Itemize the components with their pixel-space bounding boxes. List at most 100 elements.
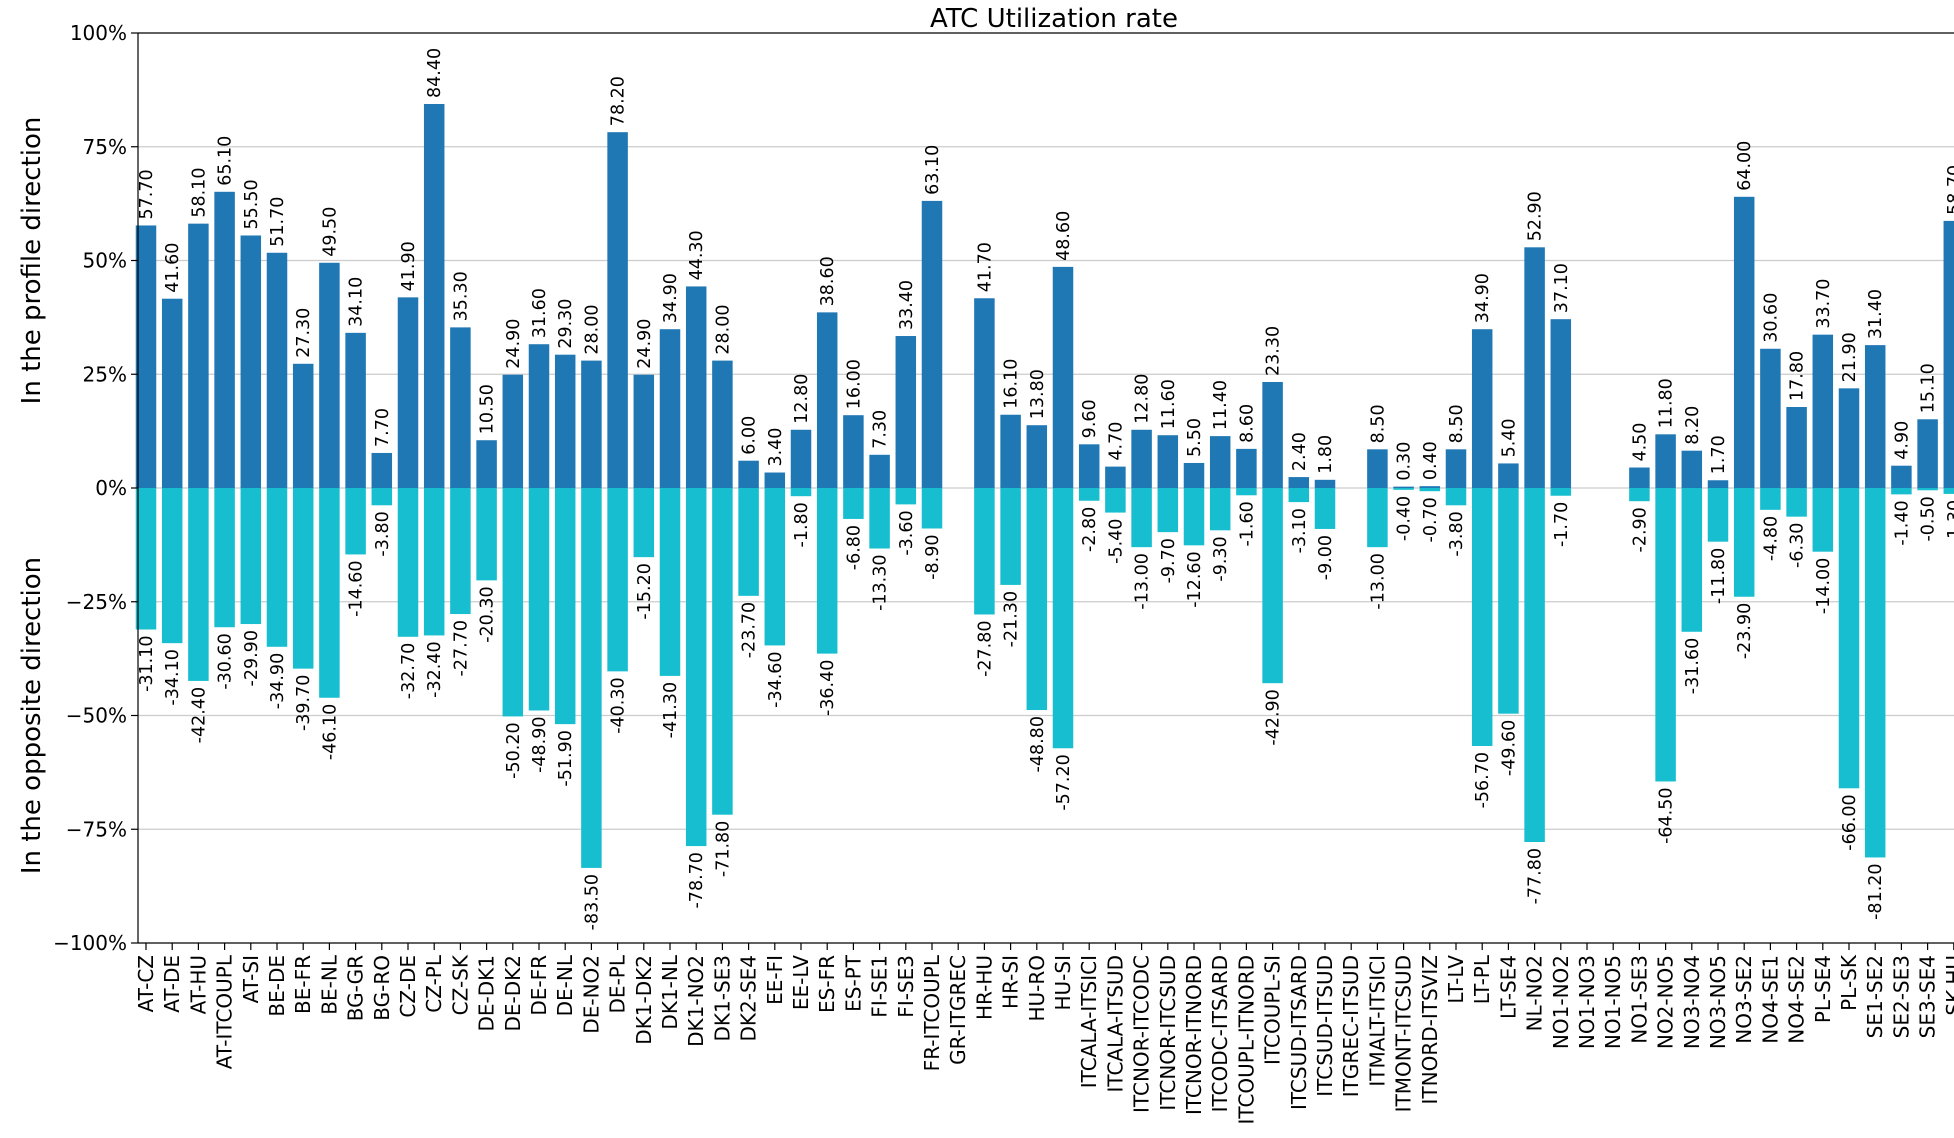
- profile-bar: [685, 286, 707, 488]
- profile-bar: [1078, 444, 1100, 488]
- opposite-bar: [1655, 488, 1676, 782]
- profile-bar: [554, 354, 576, 488]
- profile-bar: [1655, 434, 1676, 488]
- x-tick-label: ITCSUD-ITSUD: [1313, 955, 1337, 1097]
- profile-bar: [816, 312, 838, 488]
- opposite-value-label: -21.30: [1002, 591, 1022, 647]
- opposite-bar: [1681, 488, 1703, 632]
- x-tick-label: DE-NO2: [579, 955, 603, 1034]
- opposite-bar: [1209, 488, 1231, 531]
- opposite-bar: [1288, 488, 1310, 503]
- profile-bar: [319, 262, 340, 488]
- profile-bar: [1524, 247, 1545, 488]
- x-tick-label: DK2-SE4: [737, 955, 761, 1042]
- opposite-value-label: -32.70: [399, 643, 419, 699]
- profile-bar: [528, 344, 550, 488]
- profile-value-label: 41.60: [163, 243, 183, 293]
- opposite-bar: [659, 488, 681, 676]
- profile-value-label: 24.90: [635, 319, 655, 369]
- profile-bar: [1471, 329, 1493, 488]
- profile-bar: [161, 298, 183, 488]
- data-labels: 57.70 -31.10 41.60 -34.10 58.10 -42.40 65.10 -3…: [137, 48, 1954, 930]
- x-ticks: AT-CZ AT-DE AT-HU AT-ITCOUPL AT-SI BE-DE BE-FR…: [134, 943, 1954, 1124]
- x-tick-label: SK-HU: [1942, 955, 1954, 1016]
- opposite-bar: [214, 488, 235, 628]
- opposite-value-label: -66.00: [1840, 794, 1860, 850]
- opposite-bar: [1812, 488, 1834, 552]
- opposite-value-label: -0.40: [1395, 496, 1415, 541]
- opposite-value-label: -1.40: [1892, 500, 1912, 545]
- opposite-value-label: -29.90: [242, 630, 262, 686]
- x-tick-label: HR-HU: [972, 955, 996, 1020]
- x-tick-label: NO3-NO5: [1706, 955, 1730, 1049]
- x-tick-label: NO1-NO2: [1549, 955, 1573, 1049]
- opposite-bar: [1471, 488, 1493, 746]
- profile-value-label: 33.40: [897, 280, 917, 330]
- opposite-bar: [1550, 488, 1572, 496]
- opposite-bar: [528, 488, 550, 711]
- y-axis-label-opposite: In the opposite direction: [17, 557, 47, 874]
- opposite-value-label: -6.80: [844, 525, 864, 570]
- profile-bar: [1733, 196, 1755, 489]
- opposite-value-label: -14.60: [347, 560, 367, 616]
- opposite-bar: [581, 488, 602, 868]
- profile-bar: [214, 191, 235, 489]
- opposite-bar: [712, 488, 733, 815]
- opposite-value-label: -1.30: [1945, 500, 1954, 545]
- profile-bar: [659, 329, 681, 488]
- profile-value-label: 15.10: [1919, 363, 1939, 413]
- x-tick-label: BE-FR: [291, 955, 315, 1014]
- x-tick-label: ITCOUPL-ITNORD: [1234, 955, 1258, 1124]
- opposite-value-label: -56.70: [1473, 752, 1493, 808]
- profile-bar: [371, 452, 393, 488]
- x-tick-label: SE2-SE3: [1889, 955, 1913, 1038]
- profile-value-label: 49.50: [320, 207, 340, 257]
- x-tick-label: NO4-SE2: [1785, 955, 1809, 1044]
- opposite-value-label: -9.00: [1316, 535, 1336, 580]
- opposite-bar: [161, 488, 183, 644]
- profile-value-label: 58.10: [189, 168, 209, 218]
- x-tick-label: SE3-SE4: [1916, 955, 1940, 1038]
- opposite-value-label: -9.70: [1159, 538, 1179, 583]
- opposite-bar: [1419, 488, 1441, 492]
- x-tick-label: ITCNOR-ITNORD: [1182, 955, 1206, 1115]
- profile-bar: [1786, 407, 1807, 488]
- profile-bar: [1262, 381, 1283, 488]
- x-tick-label: LT-LV: [1444, 955, 1468, 1004]
- profile-value-label: 34.10: [347, 277, 367, 327]
- y-axis-label-profile: In the profile direction: [17, 117, 47, 405]
- x-tick-label: DK1-DK2: [632, 955, 656, 1045]
- x-tick-label: PL-SE4: [1811, 955, 1835, 1023]
- y-tick-label: 0%: [95, 476, 127, 500]
- opposite-bar: [1524, 488, 1545, 842]
- x-tick-label: FR-ITCOUPL: [920, 954, 944, 1071]
- y-tick-label: −100%: [53, 931, 127, 955]
- opposite-bar: [1236, 488, 1257, 496]
- opposite-value-label: -41.30: [661, 682, 681, 738]
- opposite-value-label: -12.60: [1185, 551, 1205, 607]
- profile-bar: [1838, 388, 1860, 488]
- opposite-value-label: -20.30: [478, 586, 498, 642]
- opposite-bar: [319, 488, 340, 698]
- x-tick-label: CZ-PL: [422, 954, 446, 1013]
- opposite-value-label: -42.90: [1264, 689, 1284, 745]
- opposite-bar: [1917, 488, 1938, 491]
- profile-value-label: 13.80: [1028, 369, 1048, 419]
- profile-value-label: 4.70: [1106, 422, 1126, 461]
- x-tick-label: HU-RO: [1025, 955, 1049, 1022]
- profile-value-label: 6.00: [740, 416, 760, 455]
- profile-value-label: 4.50: [1630, 423, 1650, 462]
- opposite-value-label: -13.00: [1133, 553, 1153, 609]
- x-tick-label: BG-GR: [344, 955, 368, 1021]
- profile-value-label: 12.80: [792, 374, 812, 424]
- profile-bar: [1550, 319, 1572, 488]
- profile-bar: [1026, 425, 1048, 488]
- opposite-bar: [1864, 488, 1886, 858]
- x-tick-label: BE-NL: [317, 954, 341, 1015]
- x-tick-label: DE-PL: [606, 954, 630, 1013]
- profile-value-label: 1.80: [1316, 435, 1336, 474]
- profile-value-label: 1.70: [1709, 435, 1729, 474]
- y-tick-label: −50%: [66, 704, 127, 728]
- opposite-bar: [790, 488, 812, 497]
- opposite-value-label: -30.60: [216, 633, 236, 689]
